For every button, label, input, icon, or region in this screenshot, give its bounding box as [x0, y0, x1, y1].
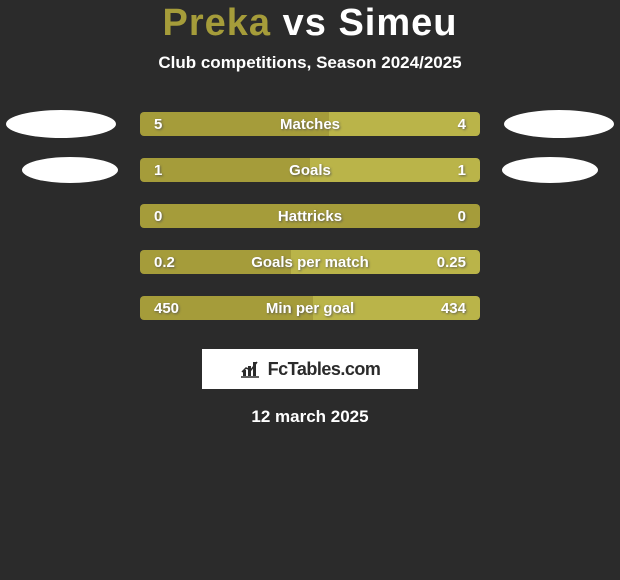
player2-blob: [502, 157, 598, 183]
stat-row: 54Matches: [0, 101, 620, 147]
page-title: Preka vs Simeu: [0, 2, 620, 45]
bar-left-fill: [140, 158, 310, 182]
bar-right-fill: [310, 158, 480, 182]
bar-left-fill: [140, 250, 291, 274]
player2-name: Simeu: [338, 2, 457, 44]
brand-fc: Fc: [268, 359, 288, 379]
brand-text: FcTables.com: [268, 359, 381, 380]
brand-badge[interactable]: FcTables.com: [202, 349, 418, 389]
player1-blob: [22, 157, 118, 183]
bar-right-fill: [329, 112, 480, 136]
brand-rest: Tables.com: [288, 359, 381, 379]
bar-right-fill: [313, 296, 480, 320]
subtitle: Club competitions, Season 2024/2025: [0, 53, 620, 73]
stat-row: 11Goals: [0, 147, 620, 193]
stat-row: 0.20.25Goals per match: [0, 239, 620, 285]
bar-left-fill: [140, 204, 480, 228]
bar-left-fill: [140, 296, 313, 320]
comparison-widget: Preka vs Simeu Club competitions, Season…: [0, 0, 620, 427]
stat-bar: 0.20.25Goals per match: [140, 250, 480, 274]
stats-rows: 54Matches 11Goals 00Hattricks 0.20.25Goals …: [0, 101, 620, 331]
stat-bar: 54Matches: [140, 112, 480, 136]
player2-blob: [504, 110, 614, 138]
stat-row: 450434Min per goal: [0, 285, 620, 331]
stat-row: 00Hattricks: [0, 193, 620, 239]
chart-icon: [240, 360, 262, 378]
bar-left-fill: [140, 112, 329, 136]
vs-separator: vs: [283, 2, 327, 44]
player1-blob: [6, 110, 116, 138]
date-label: 12 march 2025: [0, 407, 620, 427]
stat-bar: 450434Min per goal: [140, 296, 480, 320]
player1-name: Preka: [163, 2, 272, 44]
stat-bar: 00Hattricks: [140, 204, 480, 228]
brand-inner: FcTables.com: [240, 359, 381, 380]
stat-bar: 11Goals: [140, 158, 480, 182]
bar-right-fill: [291, 250, 480, 274]
